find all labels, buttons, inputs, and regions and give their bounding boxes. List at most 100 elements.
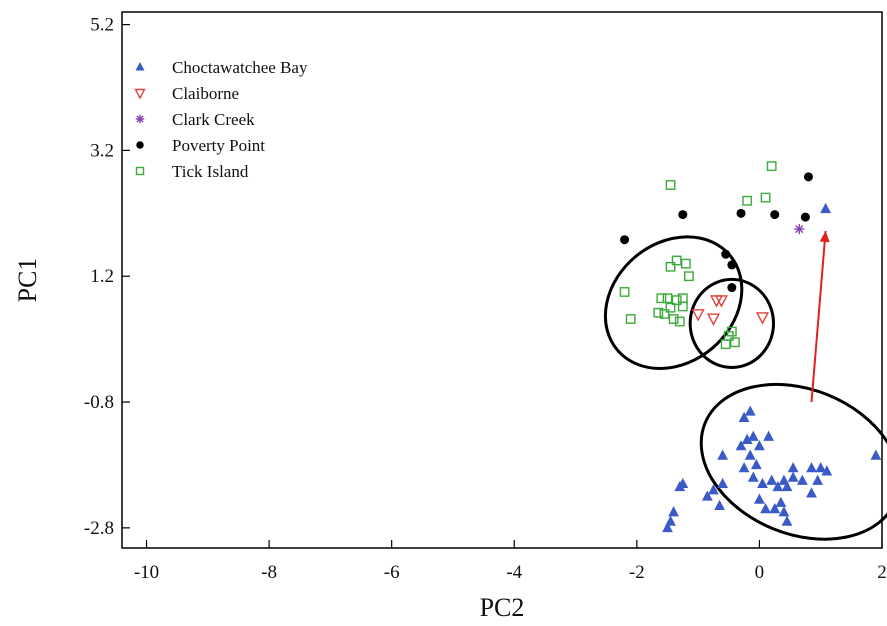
data-point — [806, 462, 817, 473]
y-tick-label: 5.2 — [90, 15, 114, 36]
data-point — [806, 487, 817, 498]
data-point — [701, 490, 713, 501]
data-point — [821, 465, 833, 476]
data-point — [744, 449, 756, 460]
data-point — [742, 195, 753, 206]
data-point — [668, 506, 680, 517]
plot-frame — [121, 11, 883, 549]
data-point — [662, 521, 673, 533]
data-point — [717, 477, 729, 489]
data-point — [674, 316, 685, 327]
data-point — [744, 405, 756, 416]
data-point — [800, 212, 810, 222]
group-ellipse — [699, 382, 887, 541]
data-point — [778, 506, 790, 517]
data-point — [772, 480, 784, 492]
data-point — [665, 180, 676, 190]
data-point — [714, 295, 728, 308]
data-point — [135, 62, 145, 71]
asterisk-stroke — [136, 115, 144, 123]
data-point — [747, 430, 759, 441]
data-point — [726, 326, 737, 337]
data-point — [677, 293, 688, 304]
data-point — [763, 430, 775, 441]
legend-label: Claiborne — [172, 84, 239, 103]
data-point — [619, 287, 630, 297]
data-point — [754, 440, 765, 451]
data-point — [671, 255, 682, 266]
data-point — [755, 312, 770, 325]
x-tick-label: -6 — [384, 562, 400, 583]
x-axis-title: PC2 — [480, 593, 525, 622]
data-point — [708, 484, 719, 495]
asterisk-stroke — [795, 224, 804, 234]
legend-item: Claiborne — [134, 84, 239, 103]
legend-label: Clark Creek — [172, 110, 255, 129]
data-point — [665, 302, 676, 313]
data-point — [738, 411, 750, 422]
data-point — [721, 249, 731, 259]
data-point — [769, 502, 781, 514]
y-axis-title: PC1 — [13, 258, 42, 303]
axis-ticks: -10 -8 -6 -4 -2 0 2 -2.8 -0.8 1.2 3.2 5.2 — [84, 15, 887, 583]
data-point — [815, 462, 827, 473]
x-tick-label: 2 — [877, 562, 887, 583]
data-point — [787, 471, 799, 482]
y-tick-label: 1.2 — [90, 266, 114, 287]
data-point — [668, 314, 679, 324]
data-point — [781, 515, 793, 526]
x-tick-label: 0 — [755, 562, 765, 583]
data-point — [671, 295, 682, 306]
data-point — [656, 293, 667, 304]
x-tick-label: -8 — [261, 562, 277, 583]
data-point — [794, 223, 805, 235]
data-point — [620, 235, 630, 245]
data-point — [754, 493, 765, 504]
y-tick-label: -2.8 — [84, 518, 114, 539]
data-point — [796, 474, 808, 485]
data-point — [714, 499, 725, 511]
data-point — [680, 258, 691, 269]
group-ellipse — [688, 277, 776, 369]
data-point — [134, 88, 146, 100]
data-point — [770, 210, 780, 220]
data-point — [781, 480, 793, 492]
data-points — [619, 161, 882, 533]
x-tick-label: -10 — [134, 562, 159, 583]
legend-label: Tick Island — [172, 162, 249, 181]
data-point — [750, 458, 762, 470]
data-point — [665, 261, 676, 272]
data-point — [820, 202, 832, 214]
data-point — [706, 313, 721, 326]
x-tick-label: -4 — [506, 562, 522, 583]
legend-label: Poverty Point — [172, 136, 265, 155]
data-point — [684, 271, 694, 282]
data-point — [870, 449, 882, 460]
arrow-head — [819, 230, 830, 243]
data-point — [727, 260, 737, 270]
shift-arrow — [810, 230, 830, 403]
data-point — [760, 192, 771, 203]
x-tick-label: -2 — [629, 562, 645, 583]
arrow-shaft — [810, 230, 827, 403]
y-tick-label: -0.8 — [84, 392, 114, 413]
data-point — [766, 161, 777, 172]
data-point — [653, 307, 664, 318]
legend-item: Tick Island — [135, 162, 249, 181]
data-point — [757, 477, 768, 489]
data-point — [736, 208, 746, 218]
data-point — [775, 496, 787, 507]
legend: Choctawatchee Bay Claiborne Clark Creek Pov… — [134, 58, 308, 181]
data-point — [803, 172, 813, 182]
data-point — [691, 309, 705, 322]
data-point — [735, 440, 747, 451]
legend-item: Poverty Point — [136, 136, 265, 155]
data-point — [720, 339, 731, 350]
legend-item: Choctawatchee Bay — [135, 58, 308, 77]
data-point — [677, 477, 689, 489]
data-point — [625, 314, 636, 324]
data-point — [787, 462, 799, 473]
data-point — [136, 141, 144, 149]
y-tick-label: 3.2 — [90, 140, 114, 161]
